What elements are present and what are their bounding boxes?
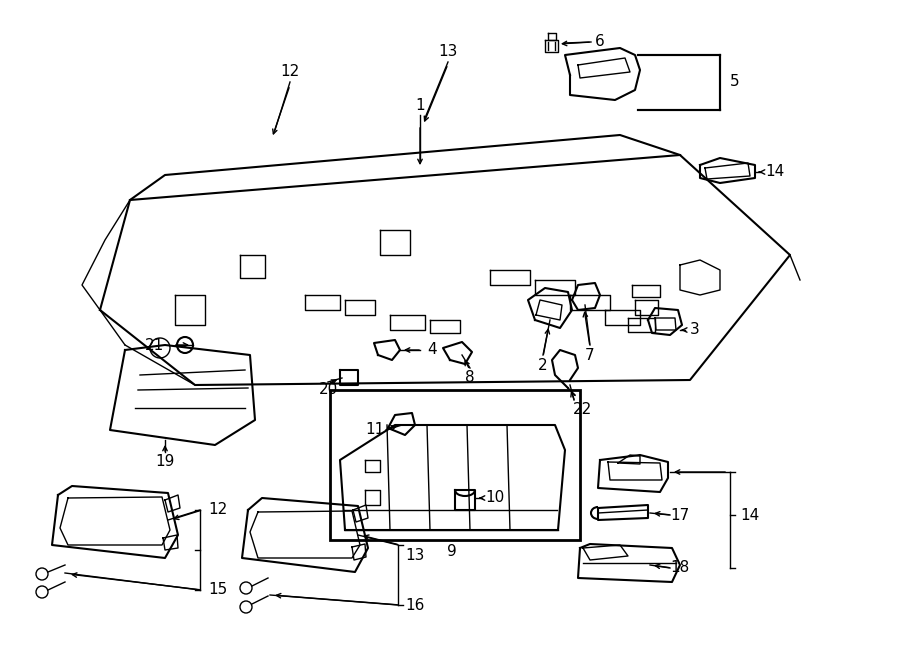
Text: 8: 8 [465,371,475,385]
Text: 16: 16 [405,598,425,613]
Text: 13: 13 [438,44,458,59]
Text: 22: 22 [572,403,591,418]
Text: 10: 10 [485,490,505,506]
Text: 15: 15 [209,582,228,598]
Text: 13: 13 [405,547,425,563]
Text: 7: 7 [585,348,595,362]
Text: 21: 21 [146,338,165,352]
Text: 11: 11 [365,422,384,438]
Text: 4: 4 [428,342,436,358]
Text: 20: 20 [319,383,338,397]
Text: 1: 1 [415,98,425,112]
Text: 17: 17 [670,508,689,522]
Text: 5: 5 [730,75,740,89]
Bar [330,390,580,540]
Text: 6: 6 [595,34,605,50]
Text: 18: 18 [670,561,689,576]
Text: 2: 2 [538,358,548,373]
Text: 14: 14 [765,165,785,180]
Text: 19: 19 [156,455,175,469]
Text: 14: 14 [741,508,760,522]
Text: 12: 12 [209,502,228,518]
Text: 3: 3 [690,323,700,338]
Text: 9: 9 [447,545,457,559]
Text: 12: 12 [281,65,300,79]
